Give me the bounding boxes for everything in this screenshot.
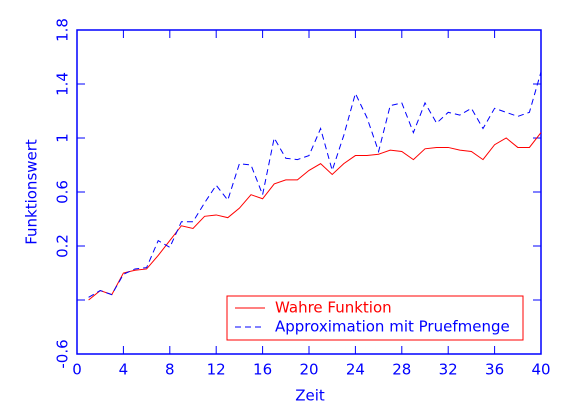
legend-label: Wahre Funktion [275, 299, 392, 317]
legend-box [226, 295, 524, 341]
y-axis-label: Funktionswert [23, 139, 41, 245]
y-tick-label: 1 [54, 133, 72, 143]
legend-label: Approximation mit Pruefmenge [275, 318, 510, 336]
x-tick-label: 32 [439, 361, 458, 379]
y-tick-label: -0.6 [54, 339, 72, 368]
x-axis-label: Zeit [295, 387, 325, 405]
x-tick-label: 16 [253, 361, 272, 379]
y-tick-label: 1.8 [54, 18, 72, 42]
line-series [88, 132, 542, 301]
x-tick-label: 20 [299, 361, 318, 379]
x-tick-label: 8 [165, 361, 175, 379]
x-tick-label: 0 [72, 361, 82, 379]
x-tick-label: 40 [531, 361, 550, 379]
x-tick-label: 36 [485, 361, 504, 379]
x-tick-label: 28 [392, 361, 411, 379]
y-tick-label: 0.2 [54, 234, 72, 258]
x-tick-label: 4 [119, 361, 129, 379]
y-tick-label: 0.6 [54, 180, 72, 204]
x-tick-label: 12 [207, 361, 226, 379]
x-tick-label: 24 [346, 361, 365, 379]
line-series [88, 71, 542, 298]
y-tick-label: 1.4 [54, 72, 72, 96]
